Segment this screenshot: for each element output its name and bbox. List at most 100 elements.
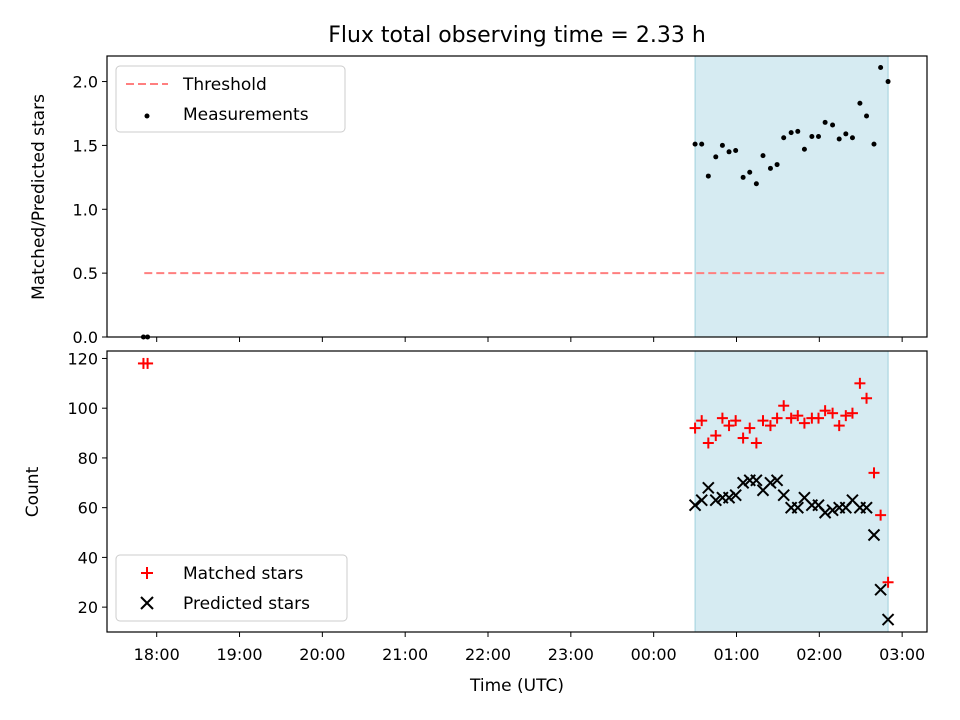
xtick-label: 02:00 (796, 645, 842, 664)
top-ytick-label: 0.0 (73, 328, 98, 347)
bottom-series-0-point-27 (861, 392, 873, 404)
bottom-series-0-point-26 (854, 377, 866, 389)
bottom-series-1-point-2 (702, 481, 715, 494)
top-series-0-point-6 (719, 142, 725, 148)
legend-threshold-label: Threshold (182, 75, 267, 95)
top-series-0-point-14 (774, 162, 780, 168)
top-series-0-point-5 (713, 154, 719, 160)
chart-title: Flux total observing time = 2.33 h (328, 23, 706, 48)
bottom-series-0-point-5 (710, 430, 722, 442)
bottom-series-1-point-20 (826, 503, 839, 517)
xtick-label: 19:00 (216, 645, 262, 664)
top-series-0-point-23 (836, 136, 842, 142)
xtick-label: 20:00 (299, 645, 345, 664)
bottom-series-0-point-23 (833, 420, 845, 432)
legend-predicted-label: Predicted stars (183, 594, 310, 614)
bottom-series-0-point-10 (744, 422, 756, 434)
bottom-ytick-label: 100 (67, 399, 98, 418)
bottom-series-1-point-28 (881, 613, 895, 626)
bottom-series-1-point-7 (736, 476, 750, 490)
top-series-0-point-16 (788, 130, 794, 136)
bottom-series-0-point-9 (737, 432, 749, 444)
bottom-axes: 20 40 60 80 100 120 18:00 19:00 20:00 21:00 22:00 2… (67, 349, 928, 664)
xtick-label: 22:00 (465, 645, 511, 664)
top-ytick-label: 2.0 (73, 73, 98, 92)
xtick-label: 03:00 (879, 645, 925, 664)
xtick-label: 23:00 (548, 645, 594, 664)
bottom-series-0-point-18 (798, 417, 810, 429)
legend-measurements-swatch (144, 113, 150, 119)
top-series-0-point-19 (809, 133, 815, 139)
legend-matched-label: Matched stars (183, 564, 303, 584)
bottom-series-0-point-12 (757, 415, 769, 427)
legend-predicted-swatch (140, 596, 154, 610)
top-series-0-point-15 (781, 135, 787, 141)
top-series-0-point-7 (726, 149, 732, 155)
bottom-series-0-point-7 (723, 420, 735, 432)
bottom-series-0-point-6 (716, 412, 728, 424)
x-axis-label: Time (UTC) (469, 676, 564, 696)
top-ytick-label: 1.5 (73, 136, 98, 155)
bottom-series-1-point-1 (695, 493, 708, 507)
bottom-series-0-point-11 (750, 437, 762, 449)
bottom-series-0-point-1 (142, 357, 154, 369)
top-series-0-point-2 (692, 141, 698, 147)
bottom-ytick-label: 40 (78, 548, 98, 567)
top-series-0-point-30 (885, 79, 891, 85)
top-series-0-point-21 (822, 119, 828, 125)
bottom-series-1-point-19 (818, 506, 832, 519)
top-series-0-point-18 (801, 146, 807, 152)
bottom-series-1-point-27 (874, 583, 887, 596)
bottom-legend: Matched stars Predicted stars (115, 554, 348, 622)
bottom-series-0-point-17 (792, 410, 804, 422)
bottom-series-1-point-5 (722, 491, 736, 504)
bottom-ytick-label: 120 (67, 349, 98, 368)
xtick-label: 00:00 (631, 645, 677, 664)
bottom-axes-frame (106, 350, 928, 633)
xtick-label: 21:00 (382, 645, 428, 664)
bottom-ytick-label: 20 (78, 598, 98, 617)
top-series-0-point-9 (740, 174, 746, 180)
bottom-series-0-point-29 (875, 509, 887, 521)
top-series-0-point-25 (849, 135, 855, 141)
top-series-0-point-24 (843, 131, 849, 137)
top-series-0-point-29 (878, 64, 884, 70)
bottom-legend-box (115, 554, 348, 622)
bottom-series-1-point-11 (764, 476, 777, 490)
top-series-0-point-26 (857, 100, 863, 106)
top-axes-frame (106, 55, 928, 338)
bottom-series-1-point-13 (777, 489, 790, 502)
bottom-series-0-point-24 (840, 410, 852, 422)
bottom-series-1-point-25 (860, 501, 873, 514)
top-series-0-point-27 (864, 113, 870, 119)
xtick-label: 01:00 (713, 645, 759, 664)
bottom-series-0-point-15 (778, 400, 790, 412)
top-series-0-point-22 (830, 122, 836, 128)
top-series-0-point-8 (733, 148, 739, 154)
bottom-observing-window (694, 350, 889, 633)
bottom-series-0-point-28 (868, 467, 880, 479)
top-series-0-point-4 (705, 173, 711, 179)
top-series-0-point-10 (747, 169, 753, 175)
bottom-series-1-point-26 (867, 528, 881, 542)
bottom-series-0-point-25 (846, 407, 858, 419)
bottom-series-0-point-3 (696, 415, 708, 427)
bottom-ytick-label: 80 (78, 449, 98, 468)
bottom-series-0-point-2 (689, 422, 701, 434)
bottom-series-0-point-20 (812, 412, 824, 424)
top-series-0-point-11 (753, 181, 759, 187)
xtick-label: 18:00 (134, 645, 180, 664)
bottom-ytick-label: 60 (78, 499, 98, 518)
bottom-series-0-point-13 (764, 420, 776, 432)
bottom-series-0-point-14 (771, 412, 783, 424)
top-observing-window (694, 55, 889, 338)
top-series-0-point-3 (699, 141, 705, 147)
bottom-series-1-point-12 (770, 474, 784, 487)
bottom-series-0-point-8 (730, 415, 742, 427)
top-axes: 0.0 0.5 1.0 1.5 2.0 (73, 55, 928, 347)
top-ytick-label: 0.5 (73, 264, 98, 283)
bottom-series-0-point-21 (819, 405, 831, 417)
bottom-series-1-point-3 (709, 493, 722, 507)
bottom-series-0-point-16 (785, 412, 797, 424)
